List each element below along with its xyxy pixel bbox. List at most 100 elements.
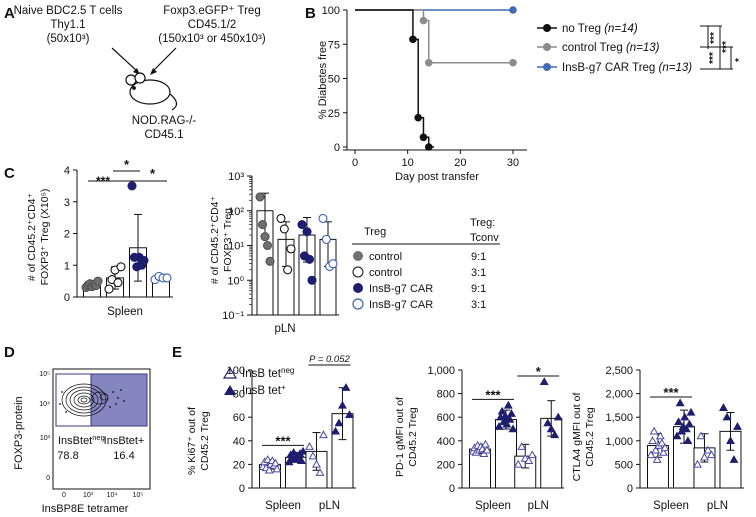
- c-legend-label-1: control: [369, 251, 402, 263]
- e3-point-1: [684, 419, 694, 428]
- arrow-right-line: [151, 47, 177, 73]
- e3-point-0: [649, 426, 659, 435]
- c-spleen-ylabel-2: FOXP3⁺ Treg (X10⁵): [39, 189, 51, 286]
- panel-c: C # of CD45.2⁺CD4⁺ FOXP3⁺ Treg (X10⁵) 0 1…: [4, 157, 500, 335]
- e3-point-0: [658, 447, 668, 456]
- e3-point-1: [686, 407, 696, 416]
- mouse-marker: CD45.1: [145, 129, 184, 141]
- panel-a: A Naive BDC2.5 T cells Thy1.1 (50x10³) F…: [4, 5, 266, 141]
- b-xtick-label: 30: [507, 157, 519, 169]
- e1-point-3: [341, 383, 351, 391]
- d-ytick-1: 10⁵: [39, 371, 50, 378]
- e2-point-3: [550, 430, 560, 439]
- e3-point-0: [655, 431, 665, 440]
- e2-xlabel-0: Spleen: [475, 500, 511, 512]
- e2-ytick-label: 200: [437, 459, 455, 471]
- c-pln-point-0: [260, 232, 270, 242]
- c-legend-label-2: control: [369, 267, 402, 279]
- e3-point-0: [651, 445, 661, 454]
- e2-ytick-label: 0: [449, 483, 455, 495]
- b-sig-3: ***: [708, 52, 719, 64]
- c-legend-marker-car-9-1: [353, 283, 363, 293]
- c-pln-ytick-label: 10⁰: [227, 275, 244, 287]
- c-legend-marker-control-9-1: [353, 251, 363, 261]
- arrow-right-head: [150, 68, 157, 75]
- b-xtick-label: 0: [352, 157, 358, 169]
- e3-point-1: [683, 436, 693, 444]
- e3-point-0: [648, 436, 658, 444]
- c-pln-point-3: [318, 213, 328, 224]
- e1-point-3: [345, 410, 354, 419]
- e2-point-1: [506, 409, 516, 417]
- svg-text:no Treg (n=14): no Treg (n=14): [562, 23, 638, 35]
- e2-sig-0: ***: [485, 387, 501, 402]
- e3-point-3: [722, 412, 732, 421]
- e-ctla4-chart: 0 500 1,000 1,500 2,000 2,500 Spleen pLN ***: [605, 365, 744, 512]
- e3-point-0: [657, 438, 667, 447]
- e2-point-2: [524, 456, 534, 465]
- c-spleen-point-3: [162, 273, 172, 283]
- e3-ytick-label: 1,500: [605, 412, 633, 424]
- c-pln-chart: 10⁻¹ 10⁰ 10¹ 10² 10³: [222, 171, 339, 322]
- e1-point-2: [315, 468, 325, 476]
- e1-point-1: [296, 456, 306, 465]
- e1-point-3: [331, 426, 340, 435]
- e3-point-3: [719, 403, 728, 411]
- e1-ytick-label: 80: [233, 389, 245, 401]
- c-legend-marker-control-3-1: [352, 266, 364, 278]
- c-legend: Treg Treg: Tconv control 9:1 control 3:1…: [352, 217, 500, 311]
- e2-ytick-label: 800: [437, 389, 455, 401]
- panel-d: D FOXP3-protein InsBP8E tetramer 10⁵ 10⁴…: [4, 344, 151, 515]
- b-ytick-label: 100: [322, 5, 340, 17]
- c-legend-header-treg: Treg: [364, 226, 386, 238]
- c-spleen-point-2: [139, 255, 149, 266]
- e3-point-0: [646, 450, 656, 459]
- b-legend-car-label: InsB-g7 CAR Treg: [562, 62, 655, 74]
- e-legend-label-pos: InsB tet+: [242, 383, 286, 397]
- e3-point-0: [660, 443, 670, 452]
- cells-right-line2: CD45.1/2: [188, 19, 237, 31]
- e3-ytick-label: 2,500: [605, 365, 633, 377]
- e1-point-0: [272, 464, 282, 473]
- e2-ytick-label: 600: [437, 412, 455, 424]
- b-ytick-label: 50: [328, 74, 340, 86]
- e3-point-1: [674, 417, 684, 426]
- b-curves: [355, 6, 517, 151]
- e1-point-2: [319, 430, 328, 439]
- e3-point-0: [652, 455, 662, 463]
- b-legend-no-treg-n: (n=14): [604, 23, 638, 35]
- e3-point-2: [707, 450, 716, 459]
- c-pln-ytick-label: 10⁻¹: [222, 310, 244, 322]
- b-ytick-label: 25: [328, 108, 340, 120]
- e1-point-3: [334, 418, 344, 427]
- e2-point-1: [505, 414, 515, 423]
- c-pln-point-2: [307, 275, 317, 285]
- d-contour-plot: [61, 383, 109, 417]
- e3-point-1: [672, 431, 682, 440]
- b-y-ticks: 0 25 50 75 100: [322, 5, 347, 154]
- arrow-left-line: [111, 47, 139, 73]
- e1-ytick-label: 20: [233, 459, 245, 471]
- e3-xlabel-1: pLN: [707, 500, 728, 512]
- panel-d-letter: D: [4, 344, 15, 361]
- e2-point-1: [508, 424, 518, 433]
- b-ytick-label: 75: [328, 39, 340, 51]
- e-pd1-ylabel-1: PD-1 gMFI out of: [394, 397, 406, 477]
- c-spleen-point-1: [113, 278, 123, 288]
- d-xlabel: InsBP8E tetramer: [42, 503, 129, 515]
- c-spleen-point-1: [104, 284, 114, 294]
- b-x-ticks: 0 10 20 30: [352, 150, 519, 169]
- b-legend-car-treg: InsB-g7 CAR Treg (n=13): [537, 62, 692, 74]
- c-legend-ratio-2: 3:1: [471, 267, 486, 279]
- c-legend-ratio-1: 9:1: [471, 251, 486, 263]
- e1-ytick-label: 40: [233, 436, 245, 448]
- c-spleen-ytick-label: 4: [64, 165, 70, 177]
- b-series-point-0: [424, 143, 433, 151]
- c-spleen-sig-1: *: [124, 157, 130, 172]
- c-spleen-ytick-label: 3: [64, 197, 70, 209]
- panel-e-letter: E: [172, 344, 182, 361]
- b-series-point-0: [419, 133, 428, 142]
- b-series-point-0: [409, 35, 417, 44]
- e1-xlabel-1: pLN: [319, 500, 340, 512]
